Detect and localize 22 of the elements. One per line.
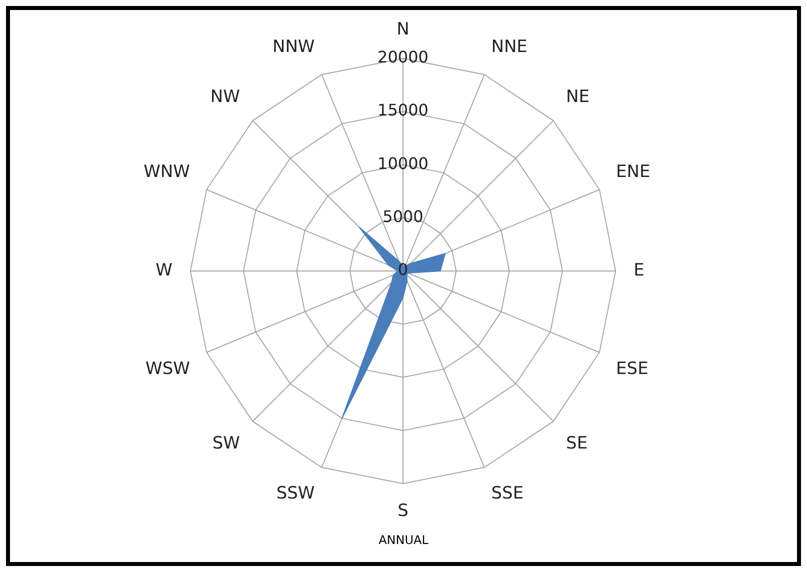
y-tick-label: 0 <box>398 260 408 280</box>
spoke-label: SSW <box>276 484 315 504</box>
spoke-label: NW <box>210 87 240 108</box>
spoke-label: WNW <box>144 162 190 182</box>
spoke-label: SE <box>566 434 588 454</box>
spoke-label: SW <box>212 434 240 454</box>
spoke-label: SSE <box>491 484 524 504</box>
spoke-label: NE <box>566 87 590 108</box>
spoke-label: NNW <box>272 37 315 58</box>
spoke-label: ENE <box>616 162 650 182</box>
text: ANNUAL <box>378 532 429 547</box>
spoke-label: E <box>634 260 644 280</box>
y-tick-label: 20000 <box>378 48 428 67</box>
spoke-label: ESE <box>616 358 648 379</box>
y-tick-label: 15000 <box>378 100 428 120</box>
spoke-label: NNE <box>491 37 528 58</box>
spoke-label: N <box>396 20 410 40</box>
spoke-label: WSW <box>146 358 190 379</box>
y-tick-label: 5000 <box>382 207 424 226</box>
spoke-label: W <box>156 260 173 280</box>
y-tick-label: 10000 <box>378 154 428 173</box>
spoke-label: S <box>398 501 408 522</box>
